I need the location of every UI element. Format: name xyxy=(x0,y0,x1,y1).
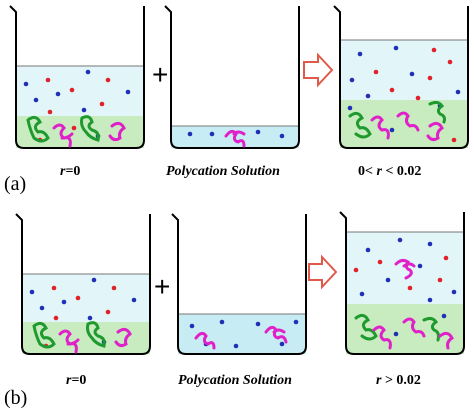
polymer-green xyxy=(32,321,56,349)
polymer-magenta xyxy=(370,115,390,140)
beaker-result-a xyxy=(333,5,469,149)
plus-sign: + xyxy=(154,271,170,302)
plus-sign: + xyxy=(152,59,168,90)
polymer-green xyxy=(348,111,372,139)
beaker-result-b xyxy=(339,211,465,355)
gel-layer xyxy=(22,322,150,354)
beaker-initial-b xyxy=(15,213,151,355)
polymer-magenta xyxy=(438,331,454,350)
gel-layer xyxy=(16,116,144,148)
gel-layer xyxy=(340,100,468,148)
caption-result-a: 0< r < 0.02 xyxy=(358,164,421,179)
caption-polycation-b: Polycation Solution xyxy=(178,373,292,388)
panel-label-a: (a) xyxy=(4,173,26,195)
polymer-magenta xyxy=(224,129,246,148)
panel-a: + xyxy=(4,5,469,195)
polymer-green xyxy=(422,316,440,342)
beaker-outline xyxy=(171,213,307,355)
polymer-green xyxy=(80,115,100,142)
result-arrow xyxy=(303,52,334,88)
result-arrow xyxy=(308,254,338,290)
polymer-magenta xyxy=(52,123,74,148)
caption-initial-b: r=0 xyxy=(66,373,86,388)
liquid-layer xyxy=(340,40,468,100)
polymer-green xyxy=(428,100,446,124)
polymer-magenta xyxy=(426,121,444,142)
panel-label-b: (b) xyxy=(4,387,27,409)
polymer-magenta xyxy=(402,317,426,338)
caption-result-b: r > 0.02 xyxy=(376,373,421,388)
caption-initial-a: r=0 xyxy=(60,164,80,179)
beaker-outline xyxy=(333,5,469,149)
liquid-layer xyxy=(22,274,150,322)
beaker-outline xyxy=(15,213,151,355)
panel-b: + xyxy=(4,211,465,409)
caption-polycation-a: Polycation Solution xyxy=(166,164,280,179)
polymer-magenta xyxy=(58,329,80,354)
liquid-layer xyxy=(346,232,464,304)
beaker-initial-a xyxy=(9,5,145,149)
polymer-magenta xyxy=(396,111,420,132)
polymer-green xyxy=(86,321,106,348)
polymer-magenta xyxy=(108,121,126,142)
polymer-magenta xyxy=(394,258,416,280)
polymer-magenta xyxy=(194,331,216,350)
liquid-layer xyxy=(178,314,306,354)
polymer-green xyxy=(354,313,378,341)
beaker-outline xyxy=(164,5,300,149)
polymer-magenta xyxy=(264,325,288,344)
polymer-magenta xyxy=(114,327,132,348)
polymer-green xyxy=(26,115,50,143)
beaker-polycation-b xyxy=(171,213,307,355)
beaker-outline xyxy=(9,5,145,149)
beaker-polycation-a xyxy=(164,5,300,149)
beaker-outline xyxy=(339,211,465,355)
polymer-magenta xyxy=(372,325,392,350)
liquid-layer xyxy=(16,66,144,116)
